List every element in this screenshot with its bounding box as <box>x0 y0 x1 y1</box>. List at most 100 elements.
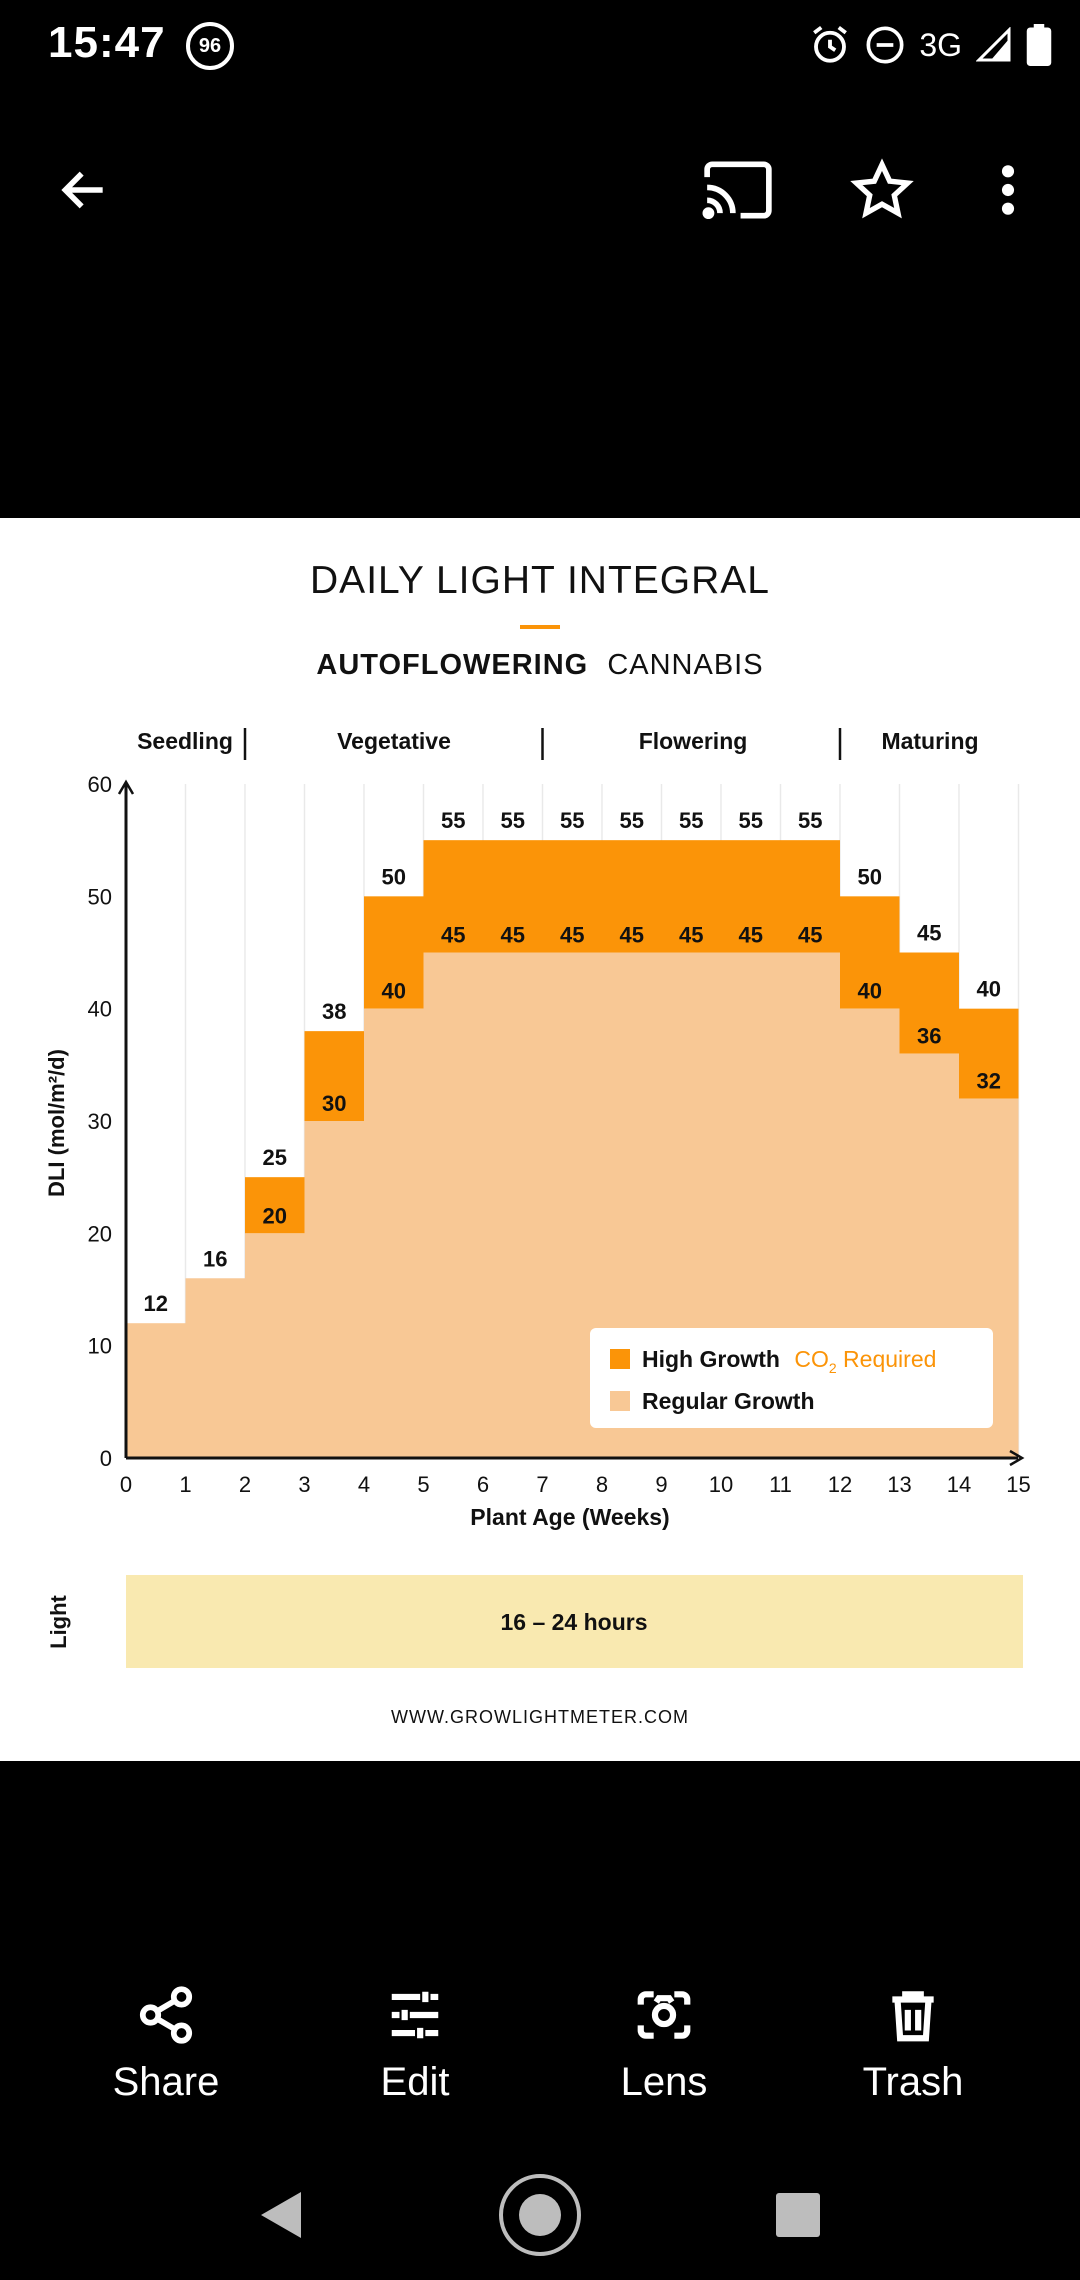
share-button[interactable]: Share <box>66 1980 266 2120</box>
stage-dividers <box>243 728 842 760</box>
more-vert-icon <box>1001 165 1015 215</box>
bar-inner-label-week-4: 40 <box>382 979 406 1004</box>
bar-regular-growth-week-1 <box>185 1278 245 1458</box>
x-tick-0: 0 <box>120 1472 132 1497</box>
lens-camera-icon <box>637 1991 691 2039</box>
y-tick-60: 60 <box>88 772 112 797</box>
share-icon <box>139 1986 193 2044</box>
bar-high-growth-week-14 <box>959 1008 1019 1099</box>
x-tick-13: 13 <box>887 1472 911 1497</box>
bar-high-growth-week-3 <box>304 1031 364 1121</box>
cast-button[interactable] <box>688 130 788 250</box>
subtitle-bold: AUTOFLOWERING <box>316 649 588 681</box>
x-tick-1: 1 <box>179 1472 191 1497</box>
trash-label: Trash <box>862 2060 964 2104</box>
bar-top-label-week-14: 40 <box>977 977 1001 1002</box>
infographic-subtitle: AUTOFLOWERING CANNABIS <box>316 649 763 681</box>
legend-swatch-regular <box>610 1391 630 1411</box>
legend-swatch-high <box>610 1349 630 1369</box>
bar-top-label-week-5: 55 <box>441 808 465 833</box>
battery-icon <box>1026 24 1052 66</box>
bar-regular-growth-week-4 <box>364 1008 424 1458</box>
tune-sliders-icon <box>391 1991 439 2039</box>
x-tick-15: 15 <box>1006 1472 1030 1497</box>
bar-inner-label-week-12: 40 <box>858 979 882 1004</box>
bar-high-growth-week-7 <box>542 840 602 953</box>
bar-inner-label-week-5: 45 <box>441 923 465 948</box>
x-tick-8: 8 <box>596 1472 608 1497</box>
alarm-icon <box>813 25 848 63</box>
legend-high-label: High Growth <box>642 1346 780 1372</box>
bar-inner-label-week-11: 45 <box>798 923 822 948</box>
x-tick-labels: 0 1 2 3 4 5 6 7 8 9 10 11 12 13 14 15 <box>120 1472 1031 1497</box>
bar-top-label-week-12: 50 <box>858 864 882 889</box>
nav-back-button[interactable] <box>210 2150 350 2280</box>
bar-top-label-week-6: 55 <box>501 808 525 833</box>
bar-top-label-week-8: 55 <box>620 808 644 833</box>
bar-top-label-week-10: 55 <box>739 808 763 833</box>
light-hours-text: 16 – 24 hours <box>500 1609 647 1635</box>
status-icons: 3G <box>809 20 1052 70</box>
title-underline <box>520 625 560 629</box>
x-tick-3: 3 <box>298 1472 310 1497</box>
y-tick-20: 20 <box>88 1221 112 1246</box>
x-axis-label: Plant Age (Weeks) <box>470 1504 669 1530</box>
bar-inner-label-week-7: 45 <box>560 923 584 948</box>
x-tick-6: 6 <box>477 1472 489 1497</box>
legend-box <box>590 1328 993 1428</box>
x-tick-11: 11 <box>769 1472 792 1497</box>
x-tick-5: 5 <box>417 1472 429 1497</box>
infographic-title: DAILY LIGHT INTEGRAL <box>310 559 770 602</box>
trash-icon <box>892 1991 934 2042</box>
light-row-label: Light <box>46 1594 71 1648</box>
nav-home-button[interactable] <box>470 2150 610 2280</box>
lens-label: Lens <box>620 2060 708 2104</box>
light-hours-band <box>126 1575 1023 1668</box>
y-axis-label: DLI (mol/m²/d) <box>44 1049 69 1197</box>
more-options-button[interactable] <box>958 130 1058 250</box>
edit-label: Edit <box>380 2060 450 2104</box>
home-circle-icon <box>499 2174 581 2256</box>
dli-infographic: DAILY LIGHT INTEGRAL AUTOFLOWERING CANNA… <box>44 559 1031 1727</box>
photo-actions-bar: Share Edit Lens Trash <box>0 1980 1080 2120</box>
y-tick-30: 30 <box>88 1109 112 1134</box>
y-tick-labels: 0 10 20 30 40 50 60 <box>88 772 112 1471</box>
y-axis-arrow <box>117 779 135 795</box>
bar-inner-label-week-8: 45 <box>620 923 644 948</box>
legend-co2-required: Required <box>837 1346 937 1372</box>
x-tick-14: 14 <box>947 1472 971 1497</box>
trash-button[interactable]: Trash <box>813 1980 1013 2120</box>
photo-viewer-image[interactable]: DAILY LIGHT INTEGRAL AUTOFLOWERING CANNA… <box>0 518 1080 1761</box>
legend-regular-growth: Regular Growth <box>642 1388 815 1414</box>
bar-high-growth-week-11 <box>780 840 840 953</box>
stage-vegetative: Vegetative <box>337 728 451 754</box>
back-arrow-icon <box>61 171 103 209</box>
back-button[interactable] <box>34 130 134 250</box>
bar-regular-growth-week-5 <box>423 952 483 1458</box>
x-tick-10: 10 <box>709 1472 733 1497</box>
edit-button[interactable]: Edit <box>315 1980 515 2120</box>
x-tick-7: 7 <box>536 1472 548 1497</box>
y-tick-50: 50 <box>88 884 112 909</box>
bar-labels: 12 16 25 20 38 30 50 40 55 45 55 45 55 45 55 45 55 45 55 45… <box>144 808 1001 1316</box>
bar-high-growth-week-2 <box>245 1177 305 1234</box>
nav-recents-button[interactable] <box>728 2150 868 2280</box>
bar-top-label-week-1: 16 <box>203 1246 227 1271</box>
subtitle-rest: CANNABIS <box>607 649 763 681</box>
x-tick-2: 2 <box>239 1472 251 1497</box>
bar-high-growth-week-13 <box>899 952 959 1054</box>
bar-top-label-week-0: 12 <box>144 1291 168 1316</box>
stage-seedling: Seedling <box>137 728 233 754</box>
recents-square-icon <box>776 2193 820 2237</box>
bar-high-growth-week-5 <box>423 840 483 953</box>
favorite-button[interactable] <box>832 130 932 250</box>
bar-high-growth-week-10 <box>721 840 781 953</box>
y-tick-0: 0 <box>100 1446 112 1471</box>
y-tick-40: 40 <box>88 997 112 1022</box>
bar-top-label-week-11: 55 <box>798 808 822 833</box>
bar-high-growth-week-6 <box>483 840 543 953</box>
lens-button[interactable]: Lens <box>564 1980 764 2120</box>
bar-regular-growth-week-0 <box>126 1323 186 1458</box>
bar-top-label-week-9: 55 <box>679 808 703 833</box>
bar-top-label-week-3: 38 <box>322 999 346 1024</box>
